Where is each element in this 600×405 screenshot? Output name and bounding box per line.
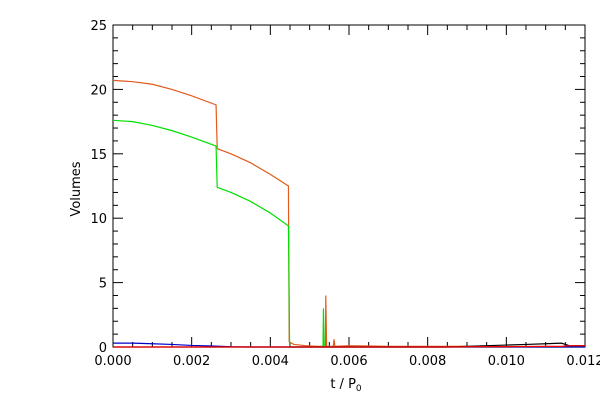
- x-tick-label: 0.002: [173, 354, 210, 369]
- series-line-1: [112, 79, 585, 348]
- x-tick-label: 0.010: [488, 354, 525, 369]
- x-tick-label: 0.006: [330, 354, 367, 369]
- x-tick-label: 0.000: [94, 354, 131, 369]
- x-axis-title-subscript: 0: [356, 384, 362, 394]
- plot-area-border: [112, 24, 586, 348]
- series-line-2: [112, 119, 585, 348]
- x-axis-title-text: t / P: [330, 377, 356, 392]
- x-tick-label: 0.008: [409, 354, 446, 369]
- y-tick-label: 5: [99, 277, 107, 292]
- x-tick-label: 0.012: [566, 354, 600, 369]
- series-line-5: [113, 345, 585, 348]
- plot-frame: [112, 24, 586, 348]
- y-tick-label: 0: [99, 341, 107, 356]
- y-tick-label: 20: [90, 83, 107, 98]
- y-axis-title: Volumes: [69, 161, 84, 216]
- x-tick-label: 0.004: [252, 354, 289, 369]
- axis-ticks: [112, 24, 586, 348]
- series-lines: [112, 79, 585, 348]
- y-tick-label: 15: [90, 148, 107, 163]
- tick-labels: 0.000 0.002 0.004 0.006 0.008 0.010 0.012 0 5 10 1…: [90, 19, 600, 369]
- x-axis-title: t / P0: [330, 377, 362, 394]
- y-tick-label: 10: [90, 212, 107, 227]
- y-tick-label: 25: [90, 19, 107, 34]
